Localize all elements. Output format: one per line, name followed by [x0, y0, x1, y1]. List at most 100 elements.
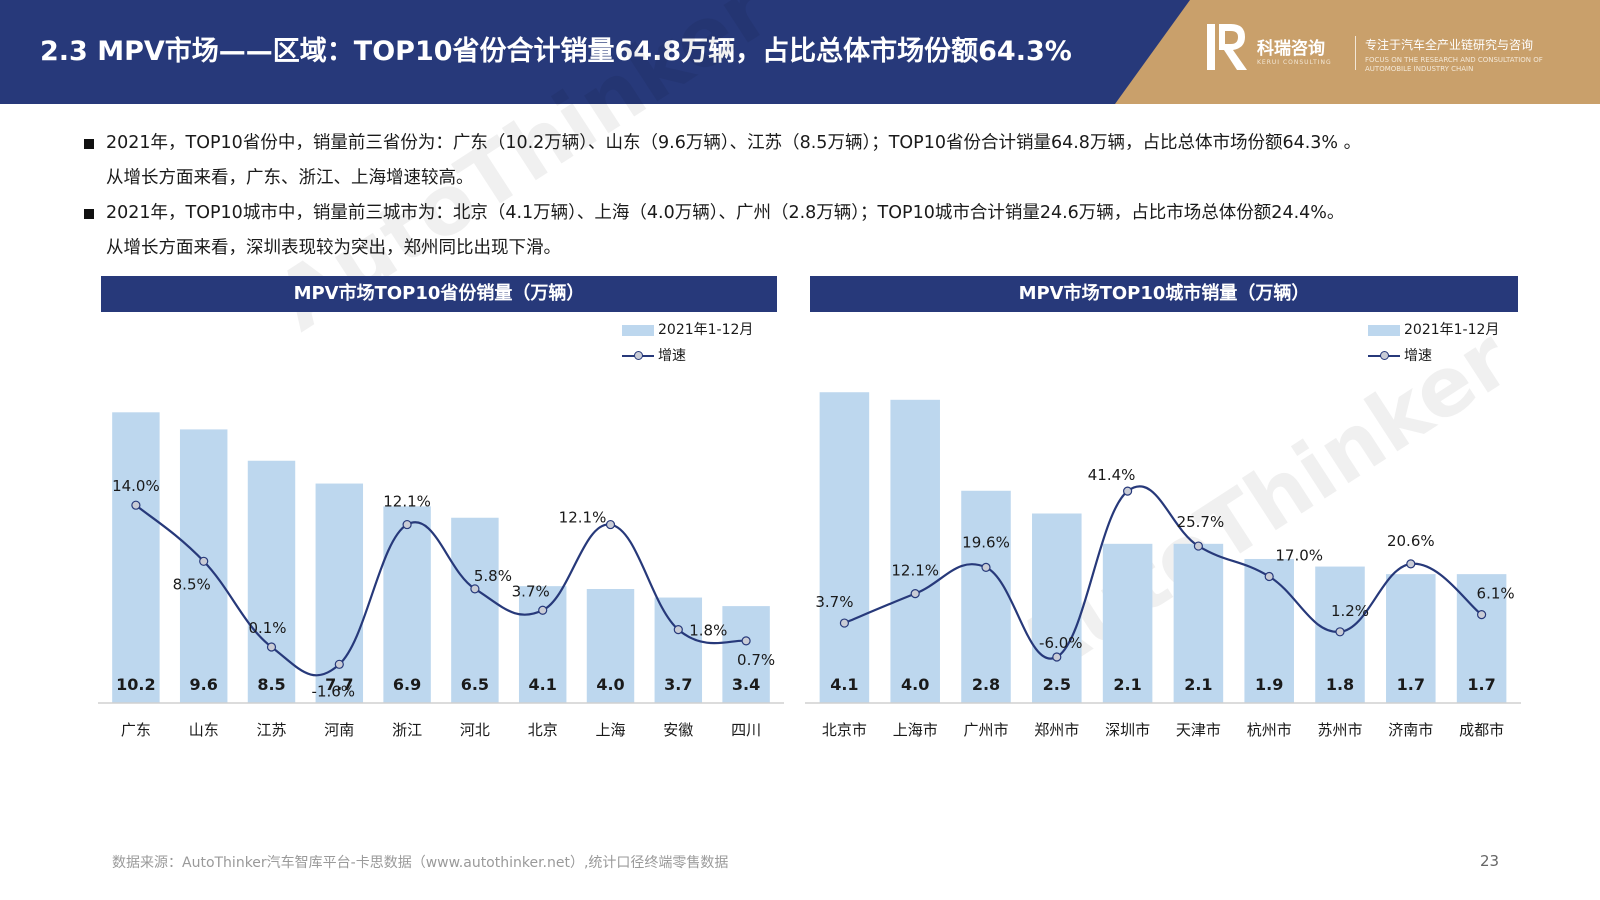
bar-value-label: 6.5 [461, 675, 489, 694]
bar-value-label: 1.8 [1326, 675, 1354, 694]
bar-杭州市 [1244, 558, 1294, 703]
growth-value-label: 19.6% [962, 533, 1010, 551]
growth-point-四川 [741, 636, 751, 646]
logo-name: 科瑞咨询 [1257, 39, 1325, 59]
growth-value-label: 1.2% [1331, 602, 1369, 620]
logo-slogan: 专注于汽车全产业链研究与咨询 [1365, 38, 1534, 52]
growth-value-label: 17.0% [1275, 547, 1323, 565]
category-label: 上海 [595, 721, 625, 739]
growth-value-label: 20.6% [1387, 532, 1435, 550]
page-title: 2.3 MPV市场——区域：TOP10省份合计销量64.8万辆，占比总体市场份额… [40, 36, 1072, 67]
growth-value-label: 3.7% [512, 582, 550, 600]
bullet-province: 2021年，TOP10省份中，销量前三省份为：广东（10.2万辆）、山东（9.6… [84, 126, 1574, 196]
growth-value-label: 1.8% [689, 622, 727, 640]
growth-point-苏州市 [1335, 627, 1345, 637]
bullet-square-icon [84, 139, 94, 149]
legend-bar-swatch [622, 325, 654, 336]
bar-深圳市 [1102, 543, 1153, 703]
bar-四川 [722, 606, 770, 703]
bullet-text-line: 从增长方面来看，深圳表现较为突出，郑州同比出现下滑。 [106, 238, 561, 258]
bar-广州市 [961, 490, 1011, 703]
category-label: 苏州市 [1317, 721, 1362, 739]
growth-point-郑州市 [1052, 652, 1062, 662]
growth-value-label: 12.1% [559, 509, 607, 527]
category-label: 河北 [460, 721, 490, 739]
growth-value-label: -6.0% [1039, 634, 1083, 652]
category-label: 上海市 [893, 721, 938, 739]
bar-上海市 [890, 399, 940, 703]
growth-point-河南 [334, 659, 344, 669]
growth-line [843, 485, 1483, 660]
bar-value-label: 8.5 [257, 675, 285, 694]
legend-label: 2021年1-12月 [1404, 322, 1500, 338]
growth-value-label: 5.8% [474, 567, 512, 585]
category-label: 安徽 [663, 721, 693, 739]
category-label: 山东 [189, 721, 219, 739]
header-background [0, 0, 1600, 104]
bar-value-label: 1.9 [1255, 675, 1283, 694]
bar-value-label: 9.6 [190, 675, 218, 694]
logo-divider [1355, 36, 1356, 70]
growth-point-上海市 [910, 589, 920, 599]
bar-上海 [586, 589, 635, 703]
category-label: 广东 [121, 721, 151, 739]
category-label: 广州市 [963, 721, 1008, 739]
summary-bullets: 2021年，TOP10省份中，销量前三省份为：广东（10.2万辆）、山东（9.6… [84, 126, 1574, 266]
bar-山东 [179, 429, 228, 703]
legend-bar-swatch [1368, 325, 1400, 336]
bar-value-label: 4.1 [529, 675, 557, 694]
growth-point-杭州市 [1264, 571, 1274, 582]
province-chart-title: MPV市场TOP10省份销量（万辆） [101, 276, 777, 312]
growth-point-深圳市 [1123, 486, 1133, 496]
bar-郑州市 [1032, 513, 1082, 703]
company-logo: 科瑞咨询 KERUI CONSULTING 专注于汽车全产业链研究与咨询 FOC… [1205, 22, 1585, 82]
data-source-note: 数据来源：AutoThinker汽车智库平台-卡思数据（www.autothin… [112, 855, 729, 871]
category-label: 北京市 [822, 721, 867, 739]
bar-value-label: 7.7 [325, 675, 353, 694]
legend-label: 增速 [658, 348, 686, 364]
bar-江苏 [247, 460, 296, 703]
logo-slogan-en: FOCUS ON THE RESEARCH AND CONSULTATION O… [1365, 56, 1543, 73]
bar-value-label: 3.4 [732, 675, 760, 694]
bullet-text-line: 2021年，TOP10省份中，销量前三省份为：广东（10.2万辆）、山东（9.6… [106, 133, 1362, 153]
growth-point-北京 [538, 605, 548, 615]
bar-value-label: 1.7 [1397, 675, 1425, 694]
growth-point-河北 [470, 584, 480, 594]
category-label: 四川 [731, 721, 761, 739]
category-label: 成都市 [1459, 721, 1504, 739]
bar-value-label: 4.0 [901, 675, 929, 694]
growth-value-label: 14.0% [112, 477, 160, 495]
growth-point-济南市 [1406, 559, 1416, 569]
bullet-square-icon [84, 209, 94, 219]
category-label: 杭州市 [1247, 721, 1292, 739]
bar-value-label: 2.5 [1043, 675, 1071, 694]
city-chart-title: MPV市场TOP10城市销量（万辆） [810, 276, 1518, 312]
growth-point-安徽 [673, 625, 683, 635]
category-label: 郑州市 [1034, 721, 1079, 739]
category-label: 江苏 [256, 721, 286, 739]
bar-北京市 [819, 392, 870, 703]
legend-label: 增速 [1404, 348, 1432, 364]
bar-浙江 [383, 506, 431, 703]
bar-value-label: 4.0 [596, 675, 624, 694]
growth-value-label: 41.4% [1088, 466, 1136, 484]
bullet-city: 2021年，TOP10城市中，销量前三城市为：北京（4.1万辆）、上海（4.0万… [84, 196, 1574, 266]
header-banner: 2.3 MPV市场——区域：TOP10省份合计销量64.8万辆，占比总体市场份额… [0, 0, 1600, 104]
growth-value-label: 6.1% [1477, 585, 1515, 603]
province-combo-chart: 10.2 9.6 8.5 7.7 6.9 6.5 4.1 4.0 3.7 3.4 广东 山东 江苏 河南 浙… [98, 412, 784, 739]
legend-dot-swatch [1380, 351, 1389, 360]
growth-value-label: 3.7% [815, 593, 853, 611]
bar-value-label: 2.8 [972, 675, 1000, 694]
bar-广东 [112, 412, 160, 703]
bar-河南 [315, 483, 364, 703]
growth-value-label: 12.1% [891, 562, 939, 580]
category-label: 深圳市 [1105, 721, 1150, 739]
category-label: 浙江 [392, 721, 422, 739]
growth-value-label: 0.1% [248, 619, 286, 637]
growth-point-广州市 [981, 562, 991, 572]
bar-value-label: 4.1 [830, 675, 858, 694]
growth-point-北京市 [839, 618, 850, 628]
bullet-text-line: 2021年，TOP10城市中，销量前三城市为：北京（4.1万辆）、上海（4.0万… [106, 203, 1345, 223]
bullet-text-line: 从增长方面来看，广东、浙江、上海增速较高。 [106, 168, 474, 188]
growth-value-label: 12.1% [383, 493, 431, 511]
